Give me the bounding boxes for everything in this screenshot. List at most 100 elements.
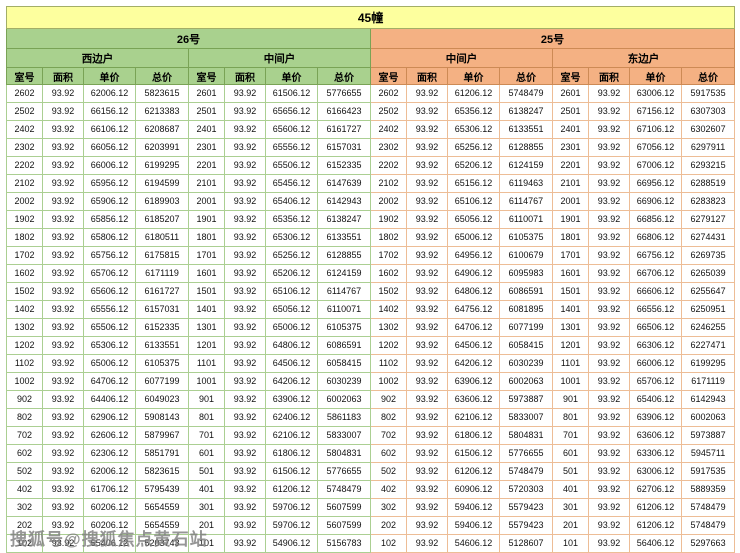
table-cell: 1401 [188,300,225,319]
table-cell: 1102 [6,354,43,373]
table-cell: 65106.12 [265,282,318,301]
table-cell: 6293215 [680,156,736,175]
table-cell: 93.92 [42,138,84,157]
table-cell: 1002 [370,372,407,391]
table-cell: 5833007 [499,408,553,427]
table-cell: 65606.12 [83,282,136,301]
table-cell: 66306.12 [629,336,682,355]
table-cell: 702 [370,426,407,445]
table-cell: 2002 [370,192,407,211]
table-cell: 65706.12 [83,264,136,283]
table-cell: 5823615 [135,84,189,103]
table-cell: 5748479 [499,462,553,481]
table-cell: 1102 [370,354,407,373]
table-cell: 63906.12 [447,372,500,391]
table-cell: 93.92 [588,354,630,373]
table-cell: 93.92 [406,156,448,175]
table-cell: 65006.12 [83,354,136,373]
table-cell: 93.92 [42,174,84,193]
table-row: 1202 93.92 65306.12 6133551 1201 93.92 64806.1… [6,336,736,355]
table-cell: 61206.12 [447,84,500,103]
table-cell: 93.92 [42,480,84,499]
table-cell: 2202 [370,156,407,175]
building-26-header: 26号 [6,28,371,49]
table-cell: 93.92 [42,354,84,373]
table-cell: 6157031 [135,300,189,319]
table-cell: 64206.12 [265,372,318,391]
table-cell: 66506.12 [629,318,682,337]
table-cell: 6265039 [680,264,736,283]
table-cell: 202 [6,516,43,535]
table-cell: 1202 [6,336,43,355]
table-cell: 5917535 [680,462,736,481]
table-cell: 701 [552,426,589,445]
table-cell: 93.92 [588,210,630,229]
table-cell: 93.92 [406,426,448,445]
table-cell: 6128855 [499,138,553,157]
table-cell: 62406.12 [265,408,318,427]
table-cell: 6213383 [135,102,189,121]
table-cell: 2401 [552,120,589,139]
col-header-total-2: 总价 [499,67,553,85]
table-cell: 6152335 [317,156,371,175]
table-row: 2302 93.92 66056.12 6203991 2301 93.92 65556.1… [6,138,736,157]
table-cell: 5917535 [680,84,736,103]
table-cell: 65356.12 [265,210,318,229]
table-cell: 93.92 [224,300,266,319]
table-cell: 2602 [6,84,43,103]
table-cell: 93.92 [224,390,266,409]
table-cell: 6049023 [135,390,189,409]
table-cell: 601 [552,444,589,463]
table-cell: 64506.12 [447,336,500,355]
table-cell: 5748479 [680,498,736,517]
table-cell: 1502 [6,282,43,301]
table-cell: 6152335 [135,318,189,337]
table-cell: 93.92 [588,300,630,319]
table-cell: 2101 [552,174,589,193]
table-cell: 93.92 [588,228,630,247]
table-cell: 6180511 [135,228,189,247]
col-header-unitprice-2: 单价 [447,67,500,85]
table-cell: 6086591 [499,282,553,301]
table-cell: 59706.12 [265,498,318,517]
table-cell: 5945711 [680,444,736,463]
table-cell: 2501 [552,102,589,121]
table-cell: 2402 [6,120,43,139]
table-cell: 93.92 [42,156,84,175]
table-cell: 2001 [188,192,225,211]
table-cell: 1901 [188,210,225,229]
table-cell: 5851791 [135,444,189,463]
table-cell: 6185207 [135,210,189,229]
table-cell: 93.92 [588,318,630,337]
table-cell: 902 [370,390,407,409]
table-cell: 501 [552,462,589,481]
table-cell: 6269735 [680,246,736,265]
table-cell: 93.92 [406,264,448,283]
table-cell: 1601 [188,264,225,283]
table-cell: 65306.12 [83,336,136,355]
table-cell: 62306.12 [83,444,136,463]
table-row: 2202 93.92 66006.12 6199295 2201 93.92 65506.1… [6,156,736,175]
table-cell: 5823615 [135,462,189,481]
table-row: 502 93.92 62006.12 5823615 501 93.92 61506.12 5… [6,462,736,481]
table-cell: 65306.12 [265,228,318,247]
table-cell: 65006.12 [265,318,318,337]
table-cell: 93.92 [406,246,448,265]
table-cell: 5879967 [135,426,189,445]
table-cell: 65806.12 [83,228,136,247]
table-cell: 93.92 [224,102,266,121]
table-cell: 1902 [6,210,43,229]
table-cell: 5861183 [317,408,371,427]
table-cell: 2101 [188,174,225,193]
table-row: 902 93.92 64406.12 6049023 901 93.92 63906.12 6… [6,390,736,409]
table-cell: 93.92 [406,300,448,319]
table-cell: 5795439 [135,480,189,499]
col-header-unitprice-1: 单价 [265,67,318,85]
price-table: 45幢 26号 25号 西边户 中间户 中间户 东边户 室号 面积 单价 总价 室号 面积… [5,6,736,553]
col-header-area-2: 面积 [406,67,448,85]
table-cell: 54606.12 [447,534,500,553]
table-cell: 93.92 [588,498,630,517]
table-cell: 93.92 [588,120,630,139]
table-cell: 5776655 [499,444,553,463]
table-cell: 601 [188,444,225,463]
